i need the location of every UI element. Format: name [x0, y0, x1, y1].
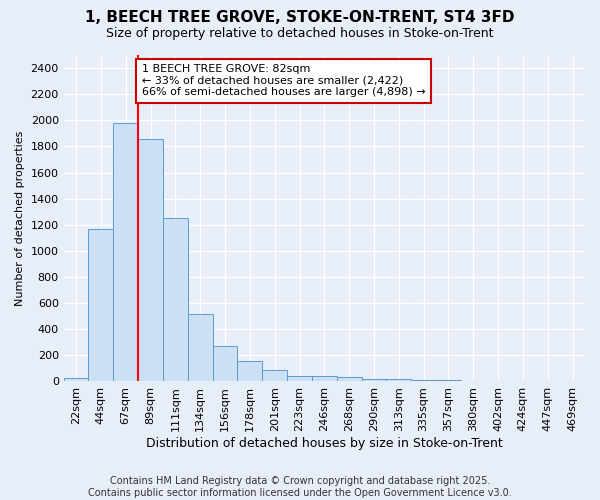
Y-axis label: Number of detached properties: Number of detached properties: [15, 130, 25, 306]
Text: Size of property relative to detached houses in Stoke-on-Trent: Size of property relative to detached ho…: [106, 28, 494, 40]
Bar: [411, 380, 436, 382]
Bar: [88, 228, 113, 382]
Bar: [461, 381, 485, 382]
Bar: [312, 376, 337, 382]
Bar: [436, 380, 461, 382]
Bar: [188, 314, 212, 382]
Bar: [485, 381, 511, 382]
Bar: [212, 346, 238, 382]
Text: 1, BEECH TREE GROVE, STOKE-ON-TRENT, ST4 3FD: 1, BEECH TREE GROVE, STOKE-ON-TRENT, ST4…: [85, 10, 515, 25]
X-axis label: Distribution of detached houses by size in Stoke-on-Trent: Distribution of detached houses by size …: [146, 437, 503, 450]
Bar: [238, 361, 262, 382]
Bar: [138, 138, 163, 382]
Bar: [287, 376, 312, 382]
Bar: [337, 377, 362, 382]
Text: 1 BEECH TREE GROVE: 82sqm
← 33% of detached houses are smaller (2,422)
66% of se: 1 BEECH TREE GROVE: 82sqm ← 33% of detac…: [142, 64, 425, 98]
Bar: [386, 380, 411, 382]
Bar: [362, 379, 386, 382]
Text: Contains HM Land Registry data © Crown copyright and database right 2025.
Contai: Contains HM Land Registry data © Crown c…: [88, 476, 512, 498]
Bar: [64, 378, 88, 382]
Bar: [113, 123, 138, 382]
Bar: [163, 218, 188, 382]
Bar: [262, 370, 287, 382]
